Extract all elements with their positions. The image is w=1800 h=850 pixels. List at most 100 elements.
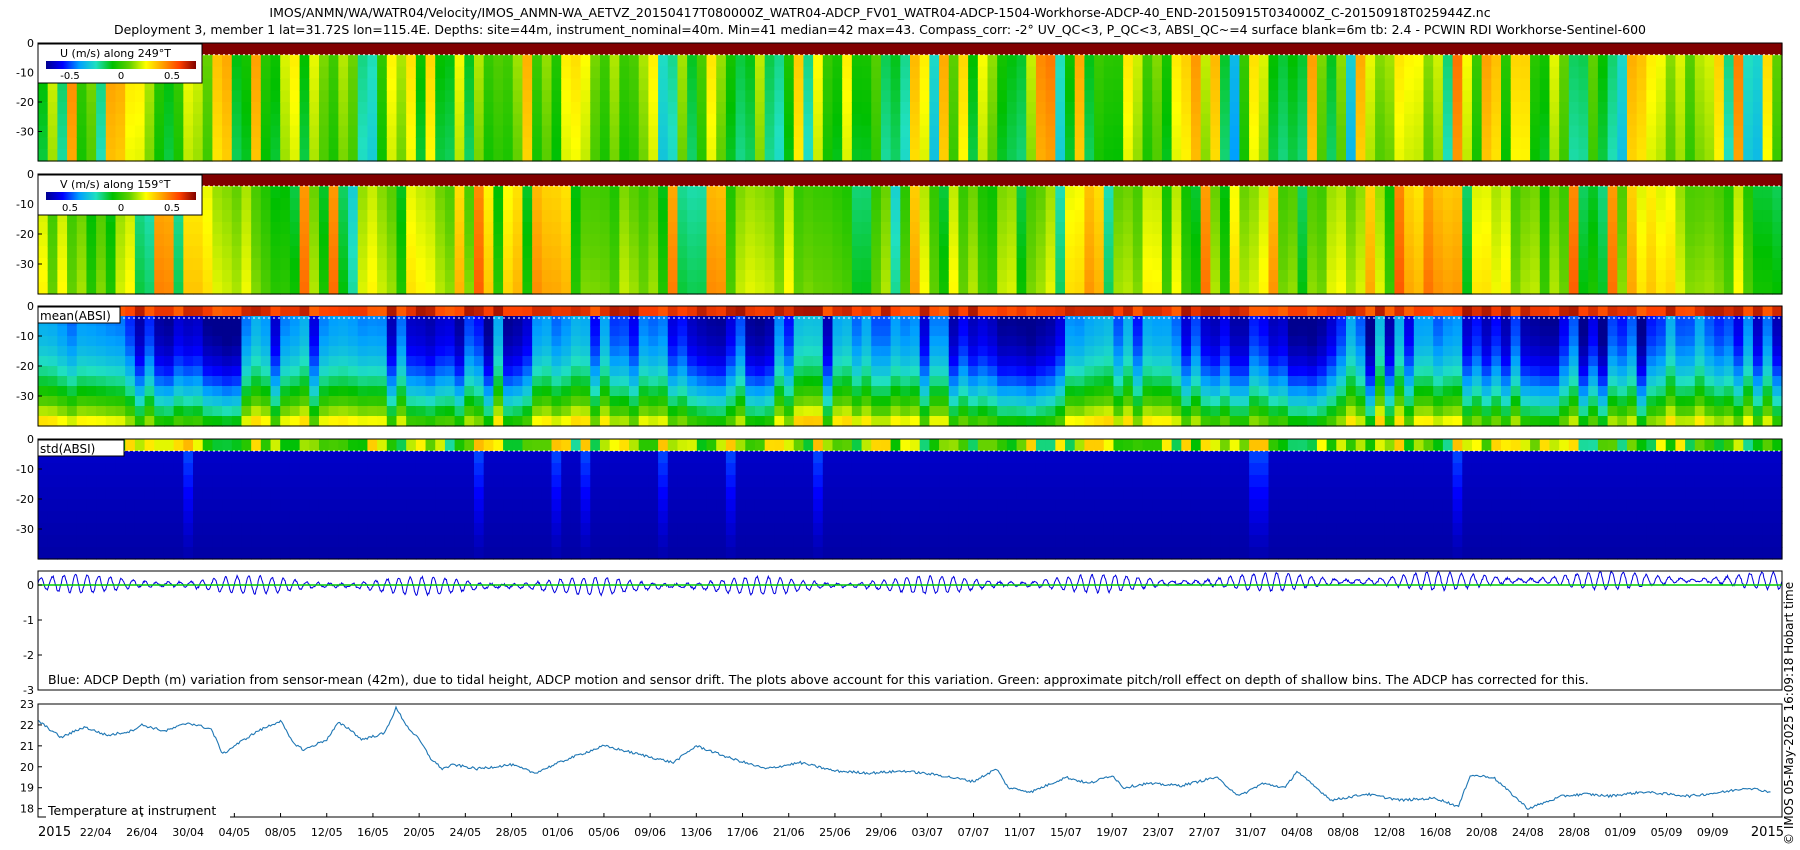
heatmap-cell <box>880 306 892 317</box>
heatmap-cell <box>86 366 97 377</box>
heatmap-cell <box>338 210 349 223</box>
heatmap-cell <box>987 54 998 68</box>
heatmap-cell <box>1152 174 1163 187</box>
heatmap-cell <box>861 43 872 56</box>
heatmap-cell <box>1210 54 1221 68</box>
heatmap-cell <box>309 125 320 138</box>
heatmap-cell <box>570 125 582 138</box>
heatmap-cell <box>1568 102 1580 115</box>
heatmap-cell <box>522 149 533 162</box>
heatmap-cell <box>871 270 882 283</box>
heatmap-cell <box>1084 258 1095 271</box>
heatmap-cell <box>1094 198 1105 211</box>
heatmap-cell <box>396 356 407 367</box>
heatmap-cell <box>1065 43 1076 56</box>
heatmap-cell <box>580 316 591 327</box>
heatmap-cell <box>1675 78 1686 91</box>
heatmap-cell <box>1084 316 1095 327</box>
heatmap-cell <box>1626 222 1638 235</box>
heatmap-cell <box>551 282 562 295</box>
heatmap-cell <box>144 234 155 247</box>
heatmap-cell <box>968 270 979 283</box>
heatmap-cell <box>1384 90 1396 103</box>
heatmap-cell <box>968 416 979 427</box>
heatmap-cell <box>658 149 669 162</box>
heatmap-cell <box>280 306 291 317</box>
heatmap-cell <box>328 66 339 79</box>
heatmap-cell <box>105 270 117 283</box>
heatmap-cell <box>1733 246 1744 259</box>
heatmap-cell <box>1171 222 1182 235</box>
heatmap-cell <box>1646 149 1657 162</box>
heatmap-cell <box>260 326 272 337</box>
heatmap-cell <box>222 356 233 367</box>
heatmap-cell <box>1278 125 1289 138</box>
heatmap-cell <box>1103 416 1115 427</box>
heatmap-cell <box>1413 113 1425 127</box>
heatmap-cell <box>1074 270 1085 283</box>
heatmap-cell <box>1704 90 1715 103</box>
heatmap-cell <box>638 282 649 295</box>
heatmap-cell <box>1268 149 1279 162</box>
heatmap-cell <box>813 376 824 387</box>
heatmap-cell <box>503 416 514 427</box>
heatmap-cell <box>910 282 921 295</box>
heatmap-cell <box>464 222 475 235</box>
heatmap-cell <box>57 149 68 162</box>
panel-v-velocity: 0-10-20-30 V (m/s) along 159°T 0.5 0 0.5 <box>16 168 1783 295</box>
heatmap-cell <box>590 174 601 187</box>
heatmap-cell <box>793 78 805 91</box>
heatmap-cell <box>67 270 78 283</box>
heatmap-cell <box>454 137 465 150</box>
heatmap-cell <box>1268 222 1279 235</box>
heatmap-cell <box>1588 43 1599 56</box>
heatmap-cell <box>1026 210 1037 223</box>
heatmap-cell <box>338 113 349 127</box>
heatmap-cell <box>725 270 737 283</box>
heatmap-cell <box>183 137 194 150</box>
heatmap-cell <box>38 102 49 115</box>
heatmap-cell <box>212 406 223 417</box>
heatmap-cell <box>1462 198 1473 211</box>
heatmap-cell <box>425 258 436 271</box>
heatmap-cell <box>1200 222 1211 235</box>
heatmap-cell <box>1481 174 1492 187</box>
heatmap-cell <box>96 258 107 271</box>
heatmap-cell <box>96 246 107 259</box>
heatmap-cell <box>629 366 640 377</box>
heatmap-cell <box>86 282 97 295</box>
heatmap-cell <box>929 54 940 68</box>
heatmap-cell <box>425 270 436 283</box>
heatmap-cell <box>1384 43 1396 56</box>
heatmap-cell <box>1413 43 1425 56</box>
heatmap-cell <box>735 113 746 127</box>
heatmap-cell <box>435 66 446 79</box>
heatmap-cell <box>1026 306 1037 317</box>
heatmap-cell <box>474 396 485 407</box>
heatmap-cell <box>1723 210 1735 223</box>
heatmap-cell <box>1636 113 1647 127</box>
heatmap-cell <box>154 125 165 138</box>
heatmap-cell <box>474 316 485 327</box>
heatmap-cell <box>474 336 485 347</box>
heatmap-cell <box>570 234 582 247</box>
heatmap-cell <box>774 102 785 115</box>
heatmap-cell <box>241 234 252 247</box>
heatmap-cell <box>754 102 766 115</box>
heatmap-cell <box>86 396 97 407</box>
heatmap-cell <box>638 125 649 138</box>
heatmap-cell <box>415 113 427 127</box>
heatmap-cell <box>1229 270 1241 283</box>
heatmap-cell <box>716 43 727 56</box>
heatmap-cell <box>1549 198 1560 211</box>
heatmap-cell <box>832 137 843 150</box>
heatmap-cell <box>1452 102 1463 115</box>
heatmap-cell <box>222 306 233 317</box>
heatmap-cell <box>987 316 998 327</box>
heatmap-cell <box>396 125 407 138</box>
heatmap-cell <box>222 406 233 417</box>
heatmap-cell <box>1442 222 1454 235</box>
heatmap-cell <box>1026 66 1037 79</box>
heatmap-cell <box>1404 54 1415 68</box>
heatmap-cell <box>163 346 175 357</box>
